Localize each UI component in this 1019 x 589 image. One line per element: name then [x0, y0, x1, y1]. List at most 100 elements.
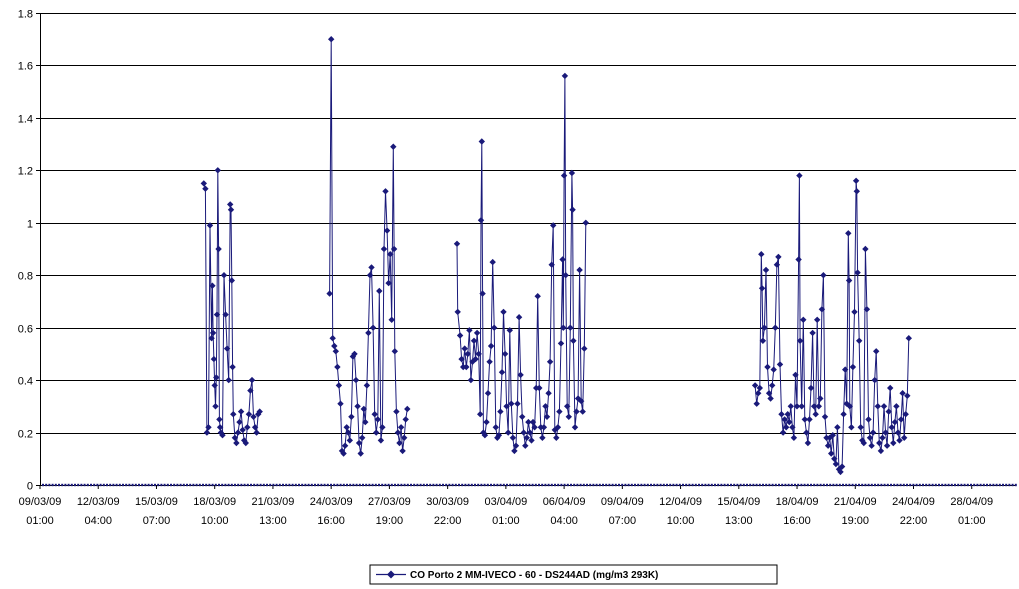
- baseline-marker: [765, 483, 768, 487]
- data-point-marker: [391, 348, 398, 355]
- baseline-marker: [186, 483, 188, 487]
- data-point-marker: [337, 400, 344, 407]
- data-point-marker: [854, 269, 861, 276]
- data-point-marker: [877, 447, 885, 455]
- baseline-marker: [755, 483, 758, 487]
- data-point-marker: [382, 188, 389, 195]
- baseline-marker: [550, 483, 553, 487]
- baseline-marker: [570, 483, 572, 487]
- baseline-marker: [515, 483, 518, 487]
- baseline-marker: [746, 483, 748, 487]
- y-tick-label: 0.4: [18, 376, 33, 388]
- baseline-marker: [166, 483, 169, 487]
- data-point-marker: [497, 408, 504, 415]
- data-point-marker: [792, 371, 799, 379]
- data-point-marker: [781, 416, 788, 423]
- y-tick-label: 1.8: [18, 9, 33, 21]
- x-tick-label-date: 18/03/09: [193, 496, 236, 508]
- data-point-marker: [512, 442, 520, 449]
- x-tick-label-time: 13:00: [259, 515, 287, 527]
- baseline-marker: [643, 483, 646, 487]
- data-point-marker: [548, 261, 555, 268]
- data-point-marker: [250, 413, 257, 420]
- data-point-marker: [211, 382, 218, 389]
- data-point-marker: [376, 287, 383, 295]
- baseline-marker: [358, 483, 361, 487]
- baseline-marker: [771, 483, 774, 487]
- data-point-marker: [759, 337, 767, 344]
- data-point-marker: [379, 424, 386, 431]
- baseline-marker: [394, 483, 396, 487]
- baseline-marker: [205, 483, 208, 487]
- baseline-marker: [240, 483, 243, 487]
- baseline-marker: [557, 483, 560, 487]
- baseline-marker: [592, 483, 595, 487]
- baseline-marker: [106, 483, 108, 487]
- baseline-marker: [115, 483, 118, 487]
- baseline-marker: [947, 483, 950, 487]
- data-point-marker: [394, 429, 402, 436]
- baseline-marker: [797, 483, 800, 487]
- baseline-marker: [707, 483, 710, 487]
- baseline-marker: [544, 483, 547, 487]
- data-point-marker: [893, 403, 900, 410]
- data-point-marker: [335, 382, 343, 389]
- data-point-marker: [880, 403, 888, 410]
- data-point-marker: [873, 348, 880, 355]
- baseline-marker: [371, 483, 374, 487]
- x-tick-label-time: 16:00: [783, 515, 811, 527]
- series-plot: [42, 36, 1017, 487]
- data-point-marker: [818, 306, 826, 313]
- data-point-marker: [579, 408, 586, 415]
- baseline-marker: [675, 483, 678, 487]
- baseline-marker: [522, 483, 524, 487]
- baseline-marker: [1008, 483, 1011, 487]
- data-point-marker: [206, 222, 214, 229]
- data-point-marker: [546, 358, 554, 365]
- data-point-marker: [473, 329, 481, 337]
- baseline-marker: [941, 483, 944, 487]
- baseline-marker: [966, 483, 969, 487]
- baseline-marker: [528, 483, 531, 487]
- data-point-marker: [753, 400, 760, 407]
- baseline-marker: [288, 483, 291, 487]
- baseline-marker: [931, 483, 934, 487]
- data-point-marker: [233, 439, 240, 447]
- data-point-marker: [213, 374, 220, 381]
- baseline-marker: [547, 483, 550, 487]
- data-point-marker: [820, 272, 827, 279]
- baseline-marker: [320, 483, 323, 487]
- data-point-marker: [560, 324, 567, 331]
- data-point-marker: [800, 316, 807, 323]
- data-point-marker: [393, 408, 400, 415]
- y-tick-label: 0: [27, 481, 33, 493]
- data-point-marker: [879, 434, 886, 441]
- data-point-marker: [234, 429, 242, 436]
- baseline-marker: [464, 483, 467, 487]
- baseline-marker: [77, 483, 80, 487]
- data-point-marker: [464, 350, 471, 358]
- data-point-marker: [216, 424, 224, 431]
- baseline-marker: [83, 483, 86, 487]
- data-point-marker: [328, 36, 335, 43]
- data-point-marker: [809, 329, 816, 337]
- baseline-marker: [403, 483, 406, 487]
- baseline-marker: [304, 483, 307, 487]
- data-point-marker: [578, 397, 585, 405]
- baseline-marker: [925, 483, 928, 487]
- x-tick-label-time: 16:00: [317, 515, 345, 527]
- data-point-marker: [554, 424, 562, 431]
- data-point-marker: [357, 450, 364, 457]
- data-point-marker: [891, 418, 899, 426]
- data-point-marker: [571, 424, 579, 431]
- data-point-marker: [227, 201, 234, 208]
- data-point-marker: [845, 277, 853, 284]
- baseline-marker: [938, 483, 940, 487]
- data-point-marker: [522, 442, 529, 449]
- baseline-marker: [202, 483, 204, 487]
- data-point-marker: [772, 324, 779, 331]
- baseline-marker: [877, 483, 880, 487]
- baseline-marker: [285, 483, 288, 487]
- data-point-marker: [865, 416, 872, 423]
- data-point-marker: [209, 329, 217, 337]
